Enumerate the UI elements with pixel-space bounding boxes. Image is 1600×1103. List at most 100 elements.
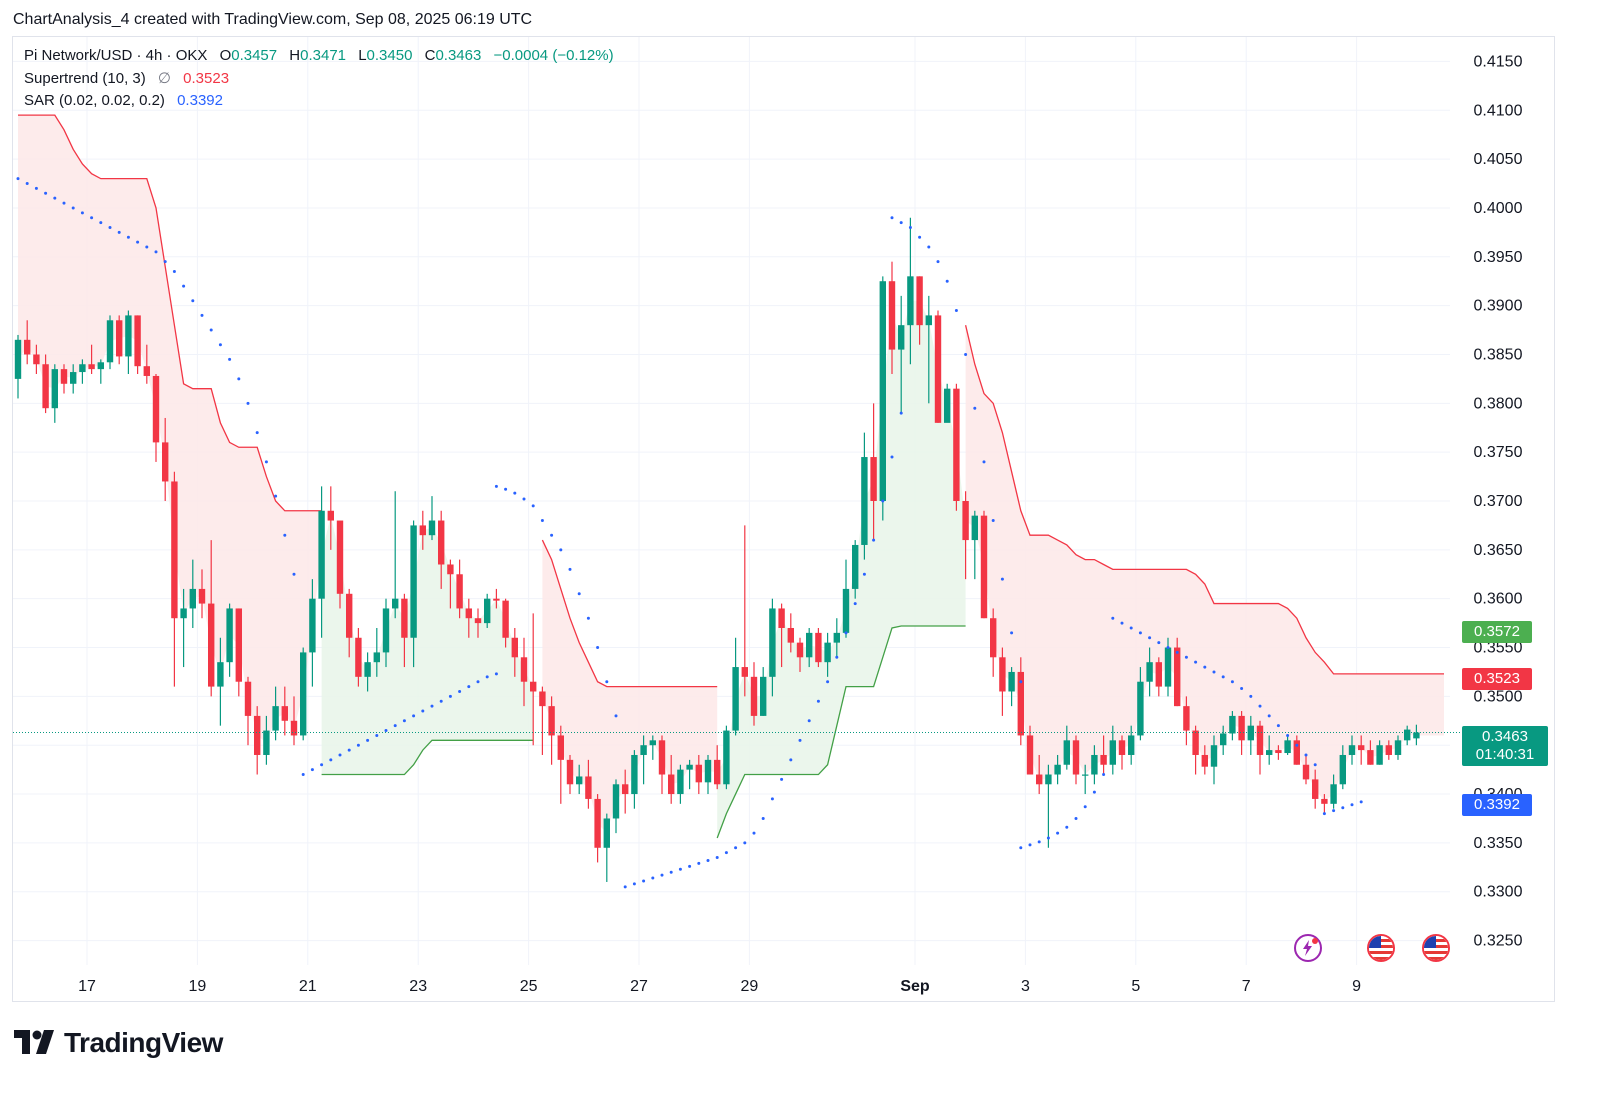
sar-dot bbox=[117, 230, 121, 234]
sar-dot bbox=[301, 773, 305, 777]
candle-down bbox=[456, 574, 463, 609]
candle-up bbox=[1229, 715, 1236, 734]
sar-dot bbox=[1230, 680, 1234, 684]
candle-down bbox=[33, 354, 40, 365]
candle-up bbox=[861, 457, 868, 545]
sar-dot bbox=[1148, 636, 1152, 640]
candle-down bbox=[474, 618, 482, 624]
candle-up bbox=[1284, 740, 1291, 754]
candle-down bbox=[1321, 798, 1328, 804]
sar-dot bbox=[1092, 790, 1096, 794]
sar-dot bbox=[982, 460, 986, 464]
candle-up bbox=[125, 315, 132, 357]
candle-up bbox=[971, 515, 978, 541]
sar-dot bbox=[798, 738, 802, 742]
sar-dot bbox=[283, 533, 287, 537]
candle-down bbox=[171, 481, 178, 619]
candle-up bbox=[392, 598, 399, 609]
legend-sar[interactable]: SAR (0.02, 0.02, 0.2) 0.3392 bbox=[24, 92, 223, 109]
tradingview-logo[interactable]: TradingView bbox=[14, 1027, 223, 1059]
y-tick-label: 0.4150 bbox=[1474, 53, 1523, 70]
candle-down bbox=[336, 520, 344, 594]
sar-dot bbox=[246, 401, 250, 405]
sar-dot bbox=[255, 431, 259, 435]
candle-down bbox=[980, 515, 988, 619]
sar-dot bbox=[292, 572, 296, 576]
sar-dot bbox=[844, 631, 848, 635]
legend-supertrend[interactable]: Supertrend (10, 3) ∅ 0.3523 bbox=[24, 69, 229, 87]
candle-down bbox=[815, 632, 822, 663]
sar-dot bbox=[338, 753, 342, 757]
change-value: −0.0004 (−0.12%) bbox=[493, 47, 614, 64]
candle-up bbox=[1008, 671, 1015, 692]
sar-label: SAR (0.02, 0.02, 0.2) bbox=[24, 92, 165, 109]
candle-down bbox=[235, 608, 242, 682]
open-value: 0.3457 bbox=[231, 47, 278, 64]
sar-dot bbox=[136, 240, 140, 244]
sar-dot bbox=[1138, 631, 1142, 635]
y-tick-label: 0.4100 bbox=[1474, 102, 1523, 119]
y-tick-label: 0.3950 bbox=[1474, 249, 1523, 266]
sar-dot bbox=[1028, 843, 1032, 847]
candle-down bbox=[520, 657, 528, 682]
x-tick-label: 17 bbox=[78, 978, 96, 995]
sar-dot bbox=[1010, 631, 1014, 635]
candle-down bbox=[1183, 706, 1190, 731]
sar-dot bbox=[862, 572, 866, 576]
candle-down bbox=[888, 281, 896, 350]
candle-up bbox=[631, 754, 638, 795]
candle-up bbox=[769, 608, 776, 677]
candle-down bbox=[1358, 745, 1365, 751]
sar-dot bbox=[182, 284, 186, 288]
sar-value: 0.3392 bbox=[177, 92, 223, 109]
y-tick-label: 0.4000 bbox=[1474, 200, 1523, 217]
hidden-eye-icon[interactable]: ∅ bbox=[157, 70, 171, 87]
candle-up bbox=[732, 667, 739, 731]
x-tick-label: 7 bbox=[1242, 978, 1251, 995]
candle-down bbox=[1192, 730, 1199, 755]
sar-dot bbox=[1019, 680, 1023, 684]
candle-down bbox=[916, 276, 923, 326]
sar-dot bbox=[1267, 714, 1271, 718]
candle-up bbox=[382, 608, 390, 653]
candle-up bbox=[944, 388, 951, 423]
sar-dot bbox=[872, 538, 876, 542]
sar-dot bbox=[752, 831, 756, 835]
sar-dot bbox=[99, 221, 103, 225]
sar-dot bbox=[458, 689, 462, 693]
y-tick-label: 0.3650 bbox=[1474, 542, 1523, 559]
candle-up bbox=[51, 369, 58, 409]
candle-up bbox=[1339, 754, 1346, 785]
sar-dot bbox=[154, 250, 158, 254]
supertrend-line-up bbox=[716, 625, 966, 839]
candle-down bbox=[796, 642, 804, 658]
sar-dot bbox=[973, 406, 977, 410]
sar-dot bbox=[53, 196, 57, 200]
sar-dot bbox=[1083, 805, 1087, 809]
candle-up bbox=[1266, 750, 1273, 755]
candle-up bbox=[677, 769, 684, 795]
sar-dot bbox=[936, 260, 940, 264]
us-flag-event-icon[interactable] bbox=[1422, 934, 1450, 962]
candle-down bbox=[934, 315, 942, 423]
sar-dot bbox=[200, 313, 204, 317]
sar-dot bbox=[1221, 675, 1225, 679]
sar-dot bbox=[688, 864, 692, 868]
sar-dot bbox=[274, 494, 278, 498]
sar-dot bbox=[347, 748, 351, 752]
symbol-label[interactable]: Pi Network/USD · 4h · OKX bbox=[24, 47, 208, 64]
sar-dot bbox=[614, 714, 618, 718]
x-tick-label: 21 bbox=[299, 978, 317, 995]
candle-down bbox=[447, 564, 454, 575]
sar-dot bbox=[264, 460, 268, 464]
candle-down bbox=[870, 457, 877, 501]
sar-dot bbox=[954, 309, 958, 313]
candle-up bbox=[189, 588, 196, 609]
sar-dot bbox=[310, 768, 314, 772]
us-flag-event-icon[interactable] bbox=[1367, 934, 1395, 962]
sar-dot bbox=[715, 856, 719, 860]
sar-dot bbox=[522, 497, 526, 501]
supertrend-line-down bbox=[18, 114, 322, 512]
flash-event-icon[interactable] bbox=[1294, 934, 1322, 962]
